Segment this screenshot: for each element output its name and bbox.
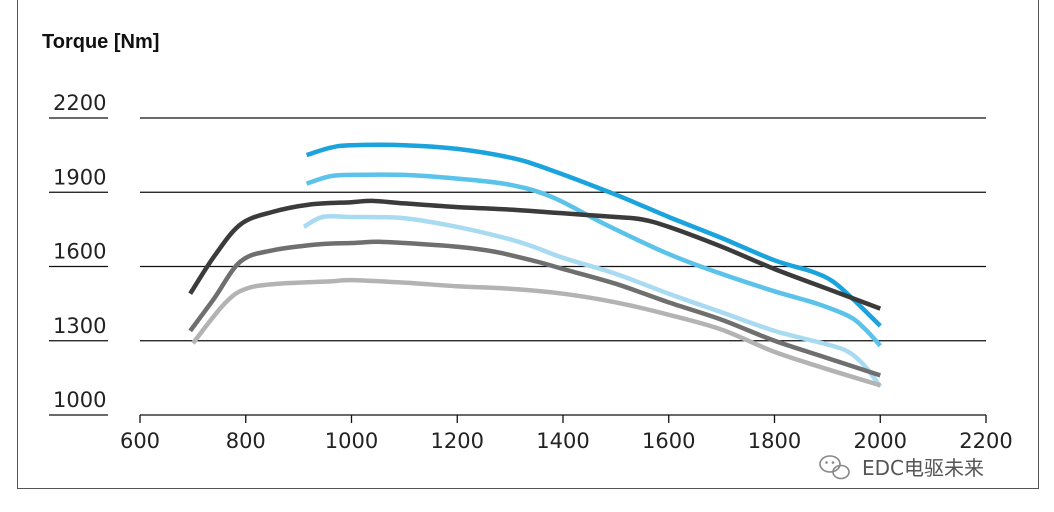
x-tick-label-1200: 1200 xyxy=(431,429,484,453)
gridlines xyxy=(140,117,986,342)
x-axis: 600 800 1000 1200 1400 1600 1800 2000 2200 xyxy=(120,414,1013,453)
x-tick-label-600: 600 xyxy=(120,429,160,453)
y-tick-label-1000: 1000 xyxy=(53,388,106,412)
x-tick-label-1600: 1600 xyxy=(642,429,695,453)
series-line-6 xyxy=(191,277,881,388)
y-tick-label-1900: 1900 xyxy=(53,165,106,189)
series-line-2 xyxy=(305,172,882,348)
series-line-5 xyxy=(188,239,881,378)
x-tick-label-1400: 1400 xyxy=(536,429,589,453)
y-tick-label-2200: 2200 xyxy=(53,91,106,115)
x-tick-label-1000: 1000 xyxy=(325,429,378,453)
y-axis-label: Torque [Nm] xyxy=(42,31,159,53)
wechat-icon xyxy=(819,455,850,480)
y-tick-label-1300: 1300 xyxy=(53,314,106,338)
y-tick-label-1600: 1600 xyxy=(53,240,106,264)
watermark-text: EDC电驱未来 xyxy=(862,456,984,480)
x-tick-label-2200: 2200 xyxy=(959,429,1012,453)
series-line-1 xyxy=(305,142,882,328)
y-axis-ticks: 1000 1300 1600 1900 2200 xyxy=(49,91,108,416)
x-tick-label-1800: 1800 xyxy=(748,429,801,453)
watermark: EDC电驱未来 xyxy=(819,455,984,480)
x-tick-label-2000: 2000 xyxy=(854,429,907,453)
series-line-4 xyxy=(302,213,883,388)
series-line-3 xyxy=(188,198,882,311)
series-lines xyxy=(188,142,883,388)
chart-frame xyxy=(17,0,1039,489)
x-tick-label-800: 800 xyxy=(226,429,266,453)
